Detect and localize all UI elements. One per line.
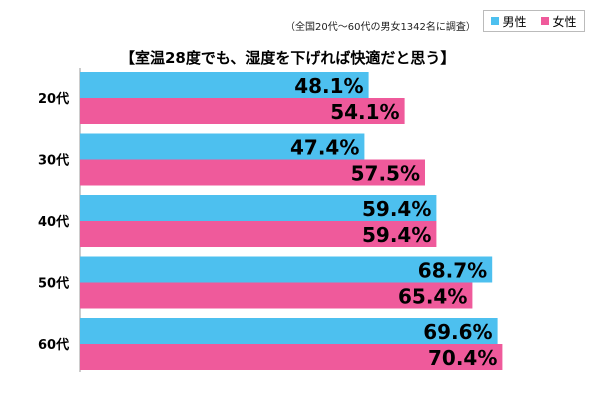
data-label: 54.1% [330,100,399,124]
data-label: 59.4% [362,223,431,247]
category-label: 60代 [38,337,69,353]
survey-note: （全国20代〜60代の男女1342名に調査） [285,22,476,33]
bar-male [80,72,369,98]
bar-female [80,159,425,186]
data-label: 65.4% [398,285,467,309]
category-label: 50代 [38,276,69,292]
bar-male [80,256,493,283]
data-label: 70.4% [428,346,497,370]
data-label: 47.4% [290,136,359,160]
legend-swatch-male [491,17,500,25]
bar-female [80,221,437,247]
category-label: 20代 [38,91,69,107]
category-label: 40代 [38,214,69,230]
data-label: 48.1% [294,74,363,98]
bar-female [80,282,473,309]
data-label: 68.7% [418,259,487,283]
bar-male [80,318,498,344]
legend-label-male: 男性 [502,14,527,29]
bar-male [80,195,437,221]
legend-item-female: 女性 [541,13,577,30]
bar-female [80,98,405,124]
category-label: 30代 [38,153,69,169]
data-label: 59.4% [362,197,431,221]
legend-item-male: 男性 [491,13,527,30]
data-label: 57.5% [351,162,420,186]
legend-label-female: 女性 [552,14,577,29]
chart-title: 【室温28度でも、湿度を下げれば快適だと思う】 [120,49,456,67]
bar-male [80,133,365,160]
legend: 男性 女性 [483,10,585,32]
data-label: 69.6% [423,320,492,344]
bar-female [80,344,503,370]
legend-swatch-female [541,17,550,25]
